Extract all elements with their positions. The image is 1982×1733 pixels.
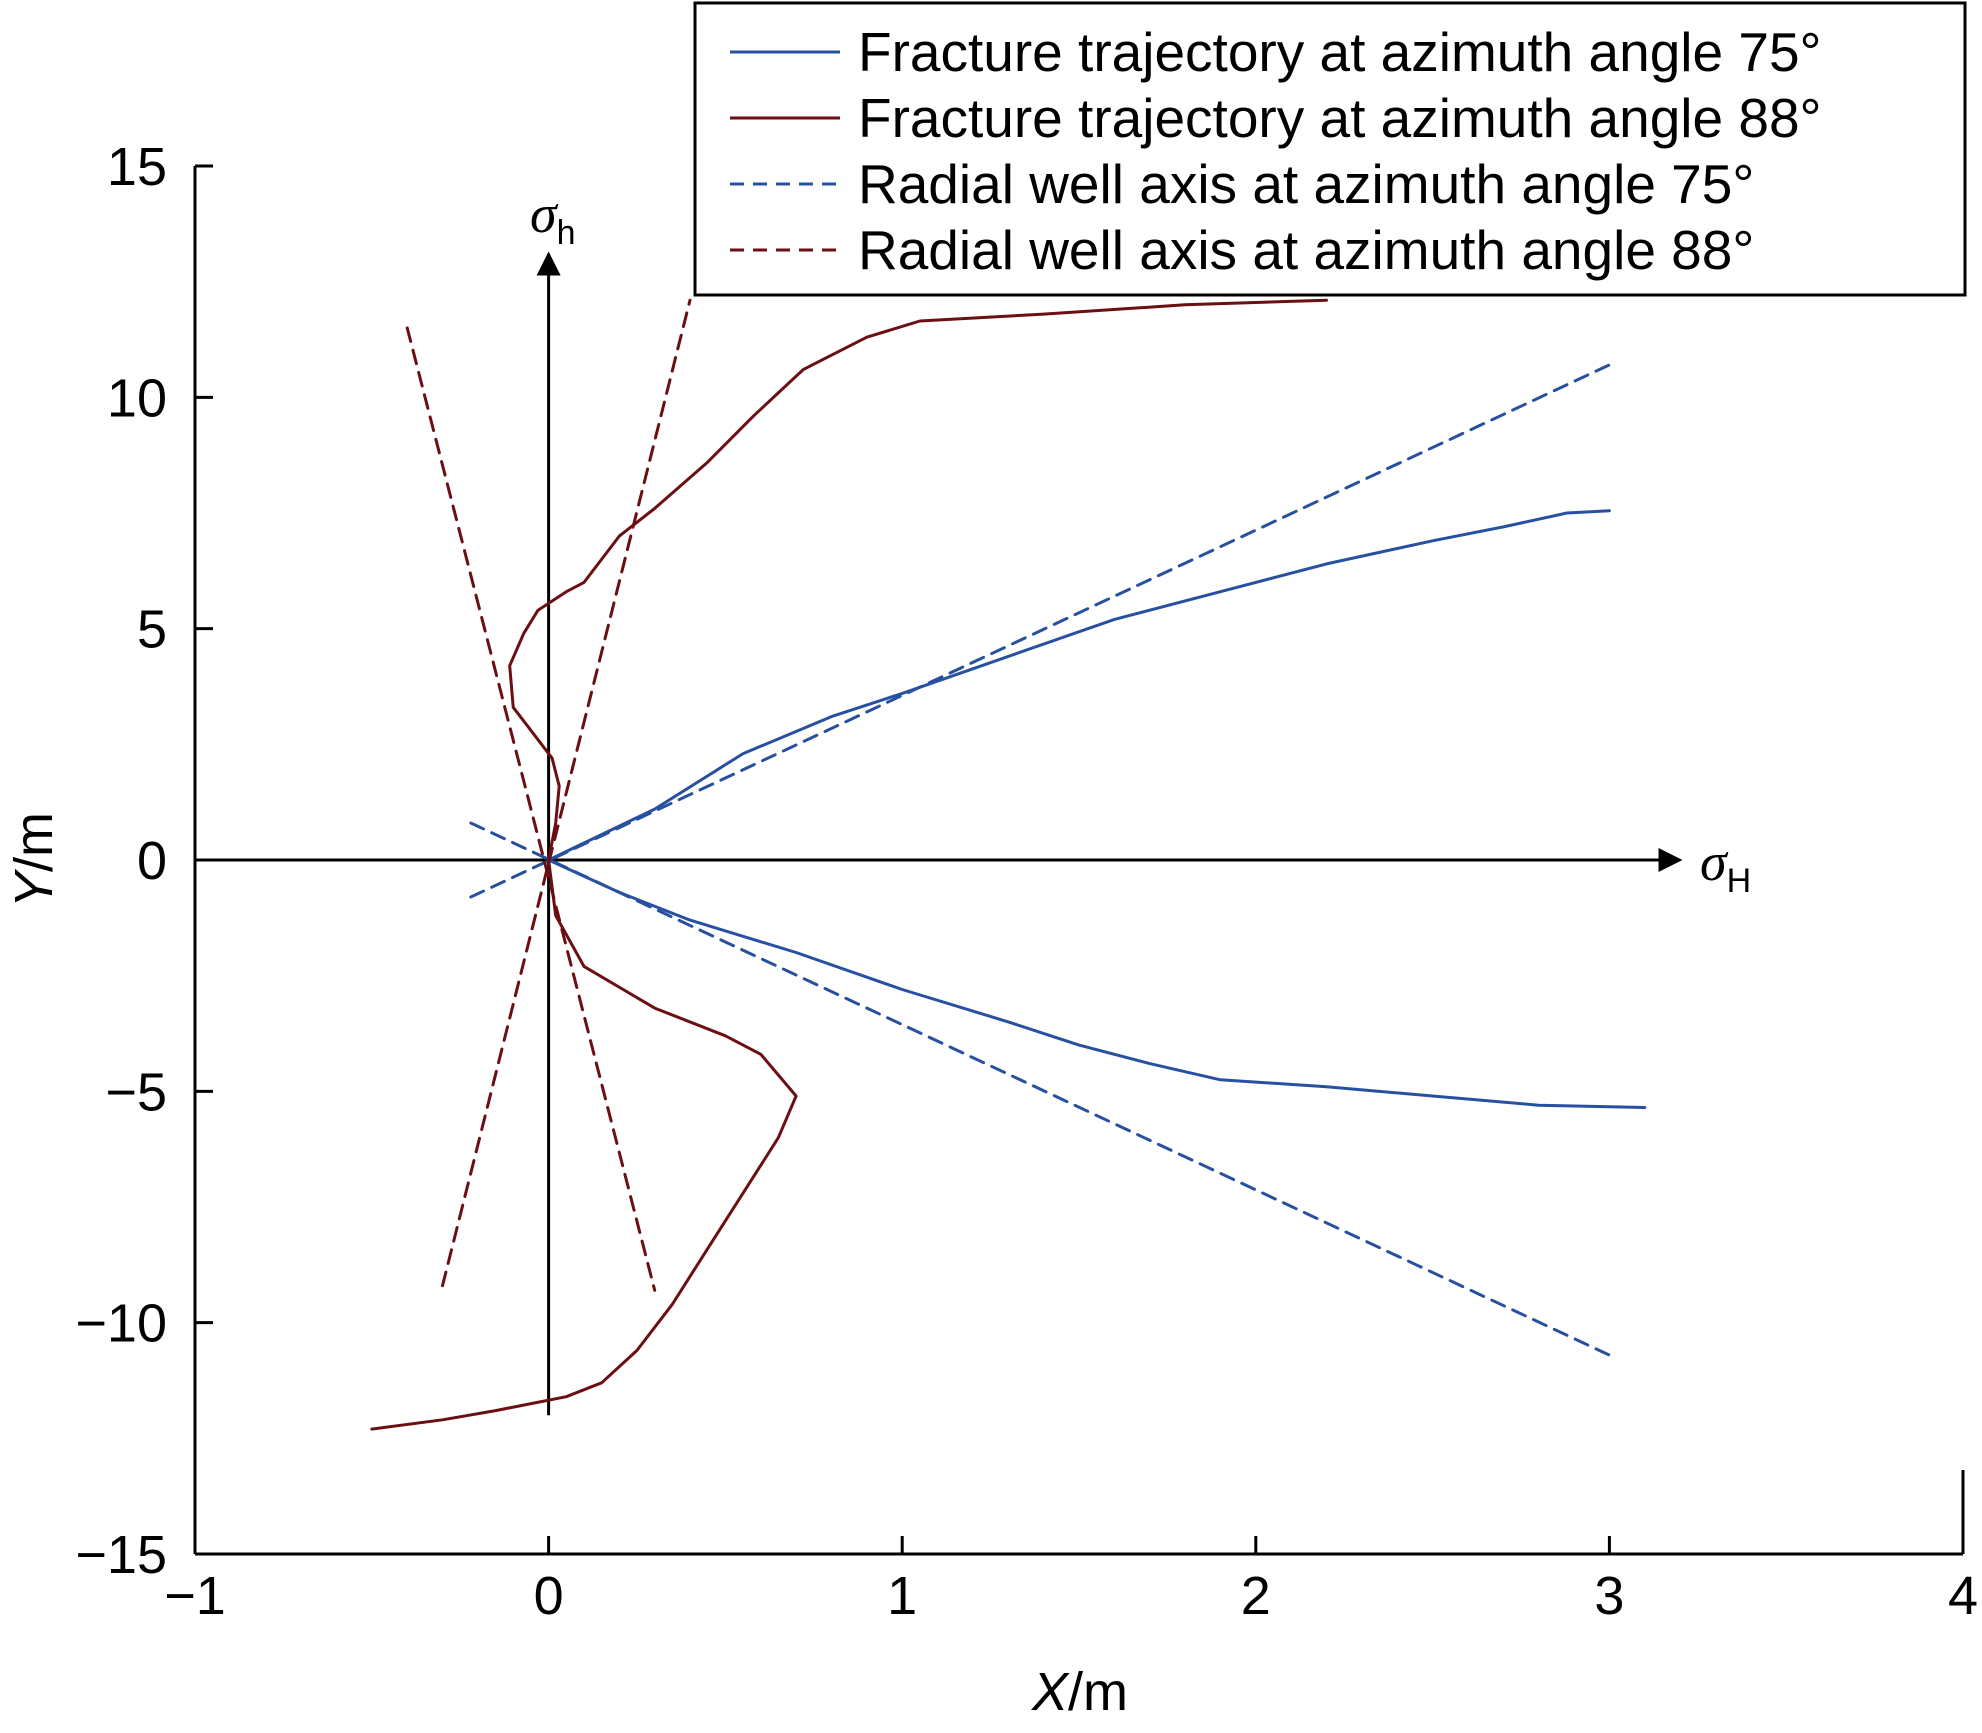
series-4-branch-1	[441, 298, 692, 1288]
sigma-h-label: σh	[530, 184, 576, 252]
series-1-branch-2	[547, 858, 1647, 1109]
legend-entries: Fracture trajectory at azimuth angle 75°…	[730, 21, 1822, 281]
legend: Fracture trajectory at azimuth angle 75°…	[693, 1, 1967, 297]
sigma-H-label: σH	[1700, 832, 1751, 900]
series-4	[405, 298, 692, 1292]
y-tick-label: 15	[107, 137, 167, 197]
series-layer	[370, 298, 1647, 1431]
x-tick-label: 4	[1948, 1566, 1978, 1626]
legend-label: Radial well axis at azimuth angle 75°	[858, 153, 1754, 215]
x-tick-label: 2	[1241, 1566, 1271, 1626]
y-tick-label: 0	[137, 831, 167, 891]
x-tick-label: 0	[534, 1566, 564, 1626]
series-3	[469, 363, 1611, 1357]
series-2-branch-1	[508, 298, 1328, 862]
series-1	[547, 509, 1647, 1109]
series-3-branch-1	[469, 363, 1611, 899]
x-tick-label: 3	[1594, 1566, 1624, 1626]
legend-label: Fracture trajectory at azimuth angle 75°	[858, 21, 1822, 83]
y-tick-label: −5	[105, 1062, 167, 1122]
y-axis-title: Y/m	[4, 812, 64, 908]
legend-label: Fracture trajectory at azimuth angle 88°	[858, 87, 1822, 149]
y-ticks: −15 −10 −5 0 5 10 15	[75, 137, 213, 1585]
x-tick-label: 1	[887, 1566, 917, 1626]
series-3-branch-2	[469, 821, 1611, 1357]
x-tick-label: −1	[164, 1566, 226, 1626]
legend-box	[693, 1, 1967, 297]
y-tick-label: 5	[137, 600, 167, 660]
legend-label: Radial well axis at azimuth angle 88°	[858, 219, 1754, 281]
series-1-branch-1	[547, 509, 1611, 862]
series-2	[370, 298, 1328, 1431]
y-tick-label: −10	[75, 1294, 167, 1354]
x-ticks: −1 0 1 2 3 4	[164, 1536, 1978, 1626]
series-2-branch-2	[370, 858, 798, 1431]
stress-axes: σH σh	[195, 184, 1751, 1416]
x-axis-title: X/m	[1030, 1662, 1128, 1722]
series-4-branch-2	[405, 326, 657, 1292]
y-tick-label: 10	[107, 368, 167, 428]
y-tick-label: −15	[75, 1525, 167, 1585]
